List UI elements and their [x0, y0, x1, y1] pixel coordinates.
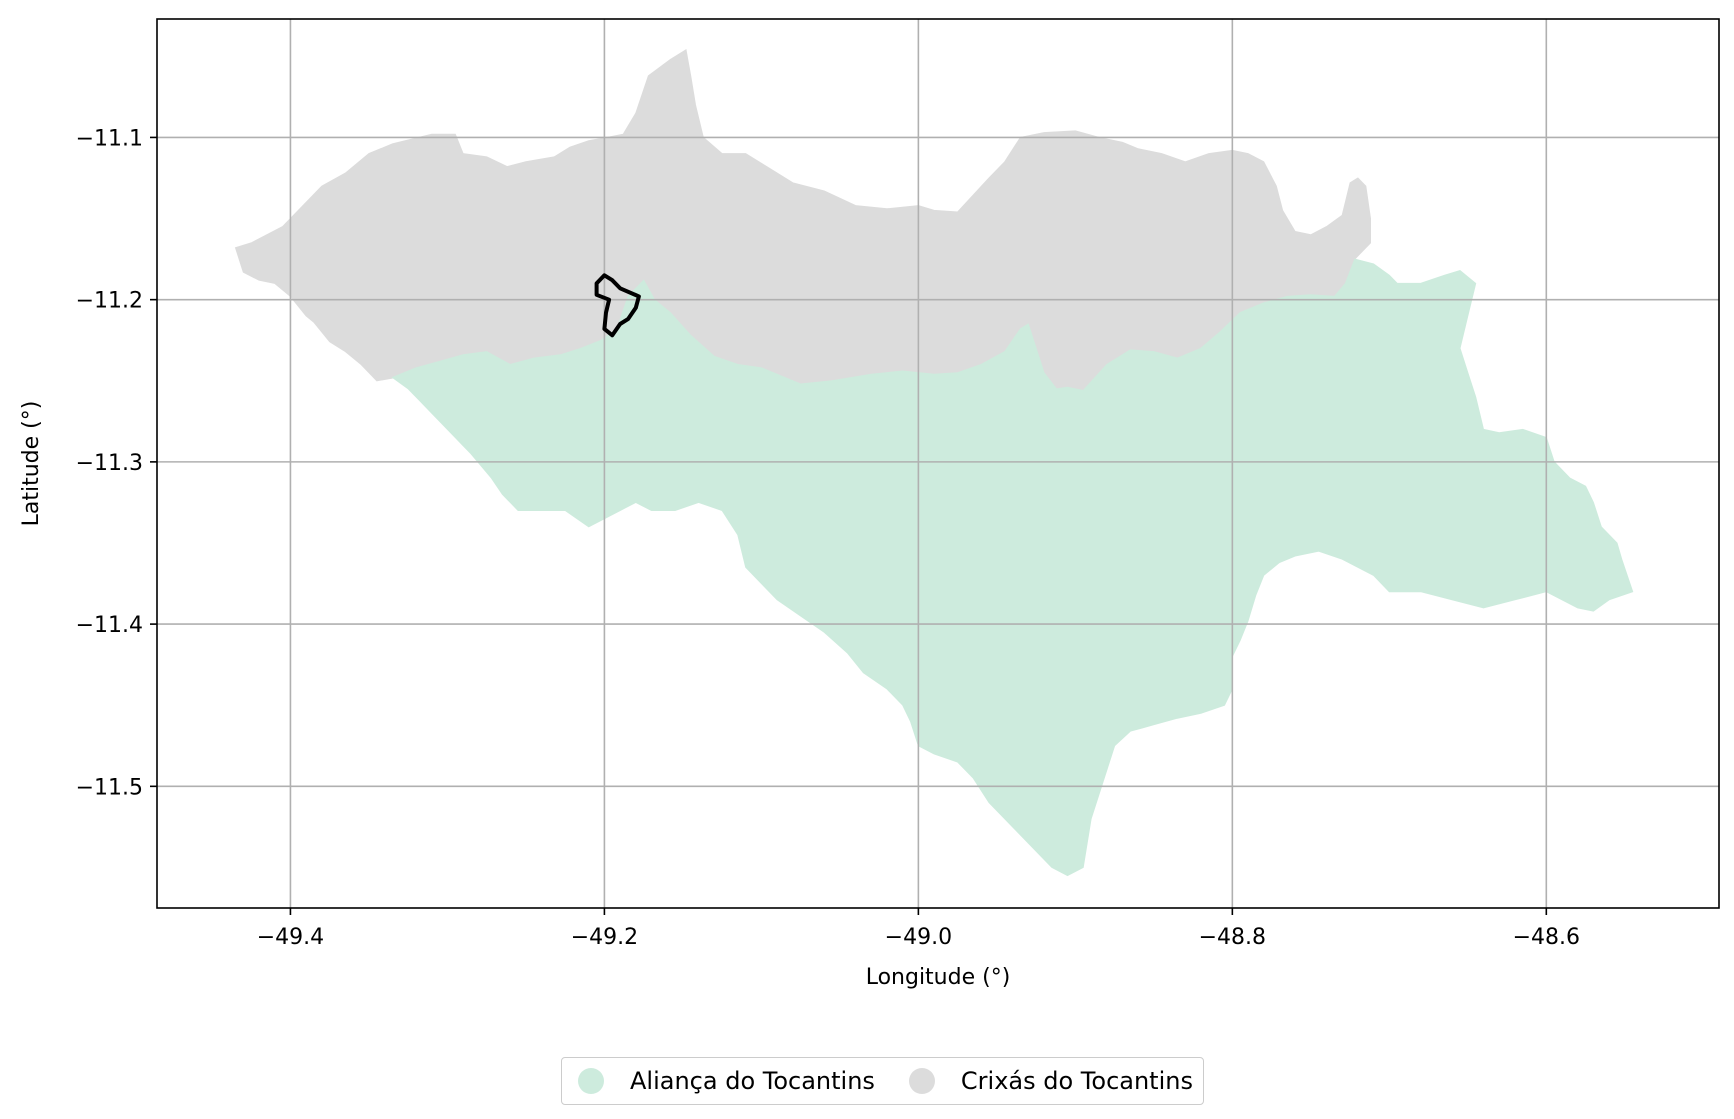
region-crixas-do-tocantins [234, 48, 1371, 392]
y-tick-label: −11.2 [76, 289, 143, 314]
highlight-outline-layer [594, 273, 641, 338]
axes-frame [156, 18, 1720, 909]
legend-item-crixas: Crixás do Tocantins [908, 1067, 1193, 1095]
legend-item-alianca: Aliança do Tocantins [578, 1067, 875, 1095]
legend-swatch-alianca [578, 1068, 604, 1094]
x-axis-label: Longitude (°) [866, 965, 1011, 990]
legend-swatch-crixas [908, 1068, 935, 1094]
highlight-outline [594, 273, 641, 338]
legend: Aliança do Tocantins Crixás do Tocantins [561, 1057, 1204, 1105]
x-tick-label: −48.8 [1199, 925, 1266, 950]
y-tick-label: −11.3 [76, 451, 143, 476]
gridlines [157, 19, 1719, 908]
x-axis-ticks: −49.4 −49.2 −49.0 −48.8 −48.6 [257, 908, 1580, 950]
y-tick-label: −11.5 [76, 775, 143, 800]
regions-layer [234, 48, 1634, 877]
x-tick-label: −48.6 [1513, 925, 1580, 950]
y-axis-label: Latitude (°) [19, 401, 44, 527]
region-alianca-do-tocantins [391, 258, 1634, 877]
y-tick-label: −11.4 [76, 613, 143, 638]
x-tick-label: −49.2 [571, 925, 638, 950]
x-tick-label: −49.4 [257, 925, 324, 950]
y-tick-label: −11.1 [76, 126, 143, 151]
x-tick-label: −49.0 [885, 925, 952, 950]
y-axis-ticks: −11.1 −11.2 −11.3 −11.4 −11.5 [76, 126, 157, 800]
legend-label-crixas: Crixás do Tocantins [960, 1067, 1193, 1095]
legend-label-alianca: Aliança do Tocantins [630, 1067, 875, 1095]
map-figure: −49.4 −49.2 −49.0 −48.8 −48.6 −11.1−11.2−11.… [19, 18, 1720, 990]
